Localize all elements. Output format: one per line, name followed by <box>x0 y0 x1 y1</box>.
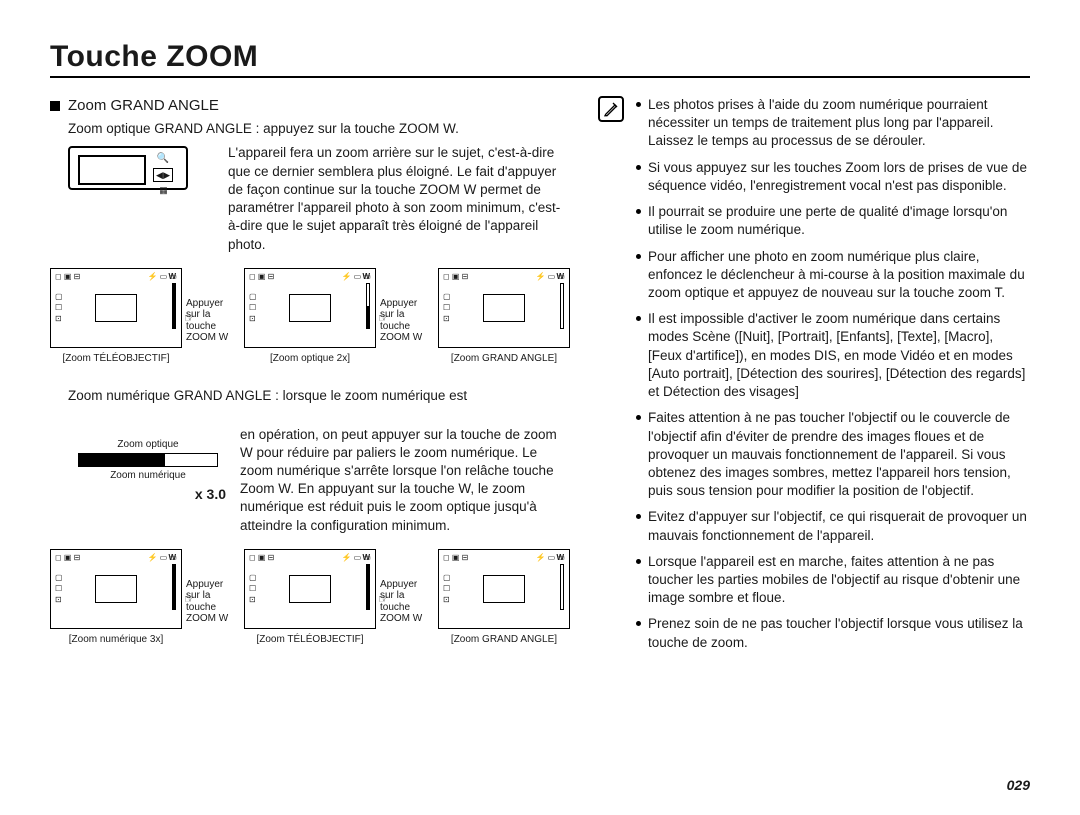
left-column: Zoom GRAND ANGLE Zoom optique GRAND ANGL… <box>50 96 570 660</box>
note-icon <box>598 96 624 122</box>
thumbnail: ◻ ▣ ⊟⚡ ▭ ▭▢☐⊡W[Zoom numérique 3x] <box>50 549 182 647</box>
note-item: Evitez d'appuyer sur l'objectif, ce qui … <box>634 508 1030 544</box>
digital-paragraph: en opération, on peut appuyer sur la tou… <box>240 426 570 535</box>
note-item: Faites attention à ne pas toucher l'obje… <box>634 409 1030 500</box>
magnifier-icon: 🔍 <box>157 152 169 166</box>
camera-back-illustration: 🔍 ◀▶ ▦ <box>68 144 218 253</box>
note-item: Il pourrait se produire une perte de qua… <box>634 203 1030 239</box>
thumbnail-caption: [Zoom numérique 3x] <box>69 633 164 647</box>
press-zoom-w-note: Appuyersur la toucheZOOM W <box>380 549 434 625</box>
note-item: Lorsque l'appareil est en marche, faites… <box>634 553 1030 608</box>
note-item: Si vous appuyez sur les touches Zoom lor… <box>634 159 1030 195</box>
note-item: Les photos prises à l'aide du zoom numér… <box>634 96 1030 151</box>
thumbnail-caption: [Zoom GRAND ANGLE] <box>451 633 557 647</box>
note-item: Prenez soin de ne pas toucher l'objectif… <box>634 615 1030 651</box>
grid-icon: ▦ <box>159 184 167 196</box>
press-zoom-w-note: Appuyersur la toucheZOOM W <box>186 549 240 625</box>
press-zoom-w-note: Appuyersur la toucheZOOM W <box>380 268 434 344</box>
digital-lead: Zoom numérique GRAND ANGLE : lorsque le … <box>68 387 570 405</box>
section-marker-icon <box>50 101 60 111</box>
digital-thumb-row: ◻ ▣ ⊟⚡ ▭ ▭▢☐⊡W[Zoom numérique 3x]Appuyer… <box>50 549 570 647</box>
press-zoom-w-note: Appuyersur la toucheZOOM W <box>186 268 240 344</box>
optical-thumb-row: ◻ ▣ ⊟⚡ ▭ ▭▢☐⊡W[Zoom TÉLÉOBJECTIF]Appuyer… <box>50 268 570 366</box>
thumbnail: ◻ ▣ ⊟⚡ ▭ ▭▢☐⊡W[Zoom TÉLÉOBJECTIF] <box>50 268 182 366</box>
notes-list: Les photos prises à l'aide du zoom numér… <box>634 96 1030 660</box>
thumbnail-caption: [Zoom TÉLÉOBJECTIF] <box>62 352 169 366</box>
thumbnail-caption: [Zoom GRAND ANGLE] <box>451 352 557 366</box>
optical-lead: Zoom optique GRAND ANGLE : appuyez sur l… <box>68 120 570 138</box>
page-title: Touche ZOOM <box>50 40 1030 74</box>
zoom-multiplier: x 3.0 <box>68 485 228 504</box>
note-item: Pour afficher une photo en zoom numériqu… <box>634 248 1030 303</box>
thumbnail: ◻ ▣ ⊟⚡ ▭ ▭▢☐⊡W[Zoom optique 2x] <box>244 268 376 366</box>
thumbnail: ◻ ▣ ⊟⚡ ▭ ▭▢☐⊡W[Zoom GRAND ANGLE] <box>438 549 570 647</box>
zoom-diagram: Zoom optique Zoom numérique x 3.0 <box>68 426 228 535</box>
zoom-rocker-icon: ◀▶ <box>153 168 173 182</box>
optical-paragraph: L'appareil fera un zoom arrière sur le s… <box>228 144 570 253</box>
page-number: 029 <box>1007 777 1030 793</box>
note-item: Il est impossible d'activer le zoom numé… <box>634 310 1030 401</box>
thumbnail-caption: [Zoom optique 2x] <box>270 352 350 366</box>
zoom-diagram-bottom-label: Zoom numérique <box>68 469 228 483</box>
section-heading: Zoom GRAND ANGLE <box>68 96 219 116</box>
thumbnail: ◻ ▣ ⊟⚡ ▭ ▭▢☐⊡W[Zoom TÉLÉOBJECTIF] <box>244 549 376 647</box>
thumbnail: ◻ ▣ ⊟⚡ ▭ ▭▢☐⊡W[Zoom GRAND ANGLE] <box>438 268 570 366</box>
zoom-diagram-top-label: Zoom optique <box>68 438 228 452</box>
title-rule <box>50 76 1030 78</box>
right-column: Les photos prises à l'aide du zoom numér… <box>598 96 1030 660</box>
thumbnail-caption: [Zoom TÉLÉOBJECTIF] <box>256 633 363 647</box>
